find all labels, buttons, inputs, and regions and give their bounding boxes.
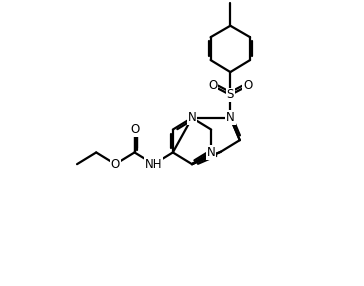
Text: O: O (111, 158, 120, 171)
Text: O: O (243, 79, 252, 92)
Text: O: O (208, 79, 218, 92)
Text: O: O (130, 123, 139, 136)
Text: NH: NH (145, 158, 162, 171)
Text: N: N (207, 146, 215, 159)
Text: N: N (187, 111, 197, 124)
Text: N: N (226, 111, 235, 124)
Text: S: S (227, 88, 234, 102)
